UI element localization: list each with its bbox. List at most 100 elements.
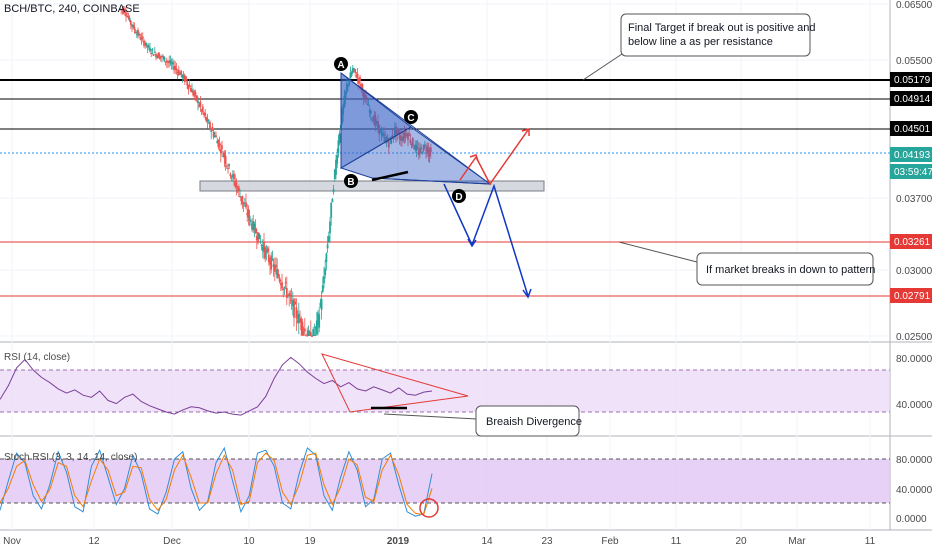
candle-body [239, 195, 241, 197]
time-tick-label: Nov [3, 536, 21, 547]
candle-body [219, 149, 222, 154]
candle-body [331, 199, 334, 203]
candle-body [399, 135, 402, 141]
candle-body [306, 335, 309, 337]
candle-body [248, 215, 251, 221]
rsi-triangle[interactable] [321, 353, 469, 413]
callout-text: Breaish Divergence [486, 416, 582, 428]
point-a-marker[interactable]: A [334, 57, 348, 71]
stoch-tick-label: 80.0000 [896, 455, 932, 466]
candle-body [284, 282, 287, 284]
candle-body [156, 55, 159, 58]
candle-body [121, 8, 124, 11]
candle-body [193, 91, 196, 96]
breakdown-callout[interactable]: If market breaks in down to pattern [618, 241, 875, 286]
candle-body [183, 75, 186, 82]
candle-body [335, 159, 337, 175]
candle-body [197, 100, 199, 104]
candle-body [138, 33, 141, 36]
price-tag[interactable] [890, 147, 932, 162]
pattern-line-ab [340, 72, 491, 185]
final-target-callout[interactable]: Final Target if break out is positive an… [582, 13, 816, 81]
point-d-marker[interactable]: D [452, 189, 466, 203]
candle-body [264, 247, 267, 259]
stoch-highlight-circle[interactable] [419, 498, 439, 518]
time-tick-label: 11 [865, 536, 876, 547]
candle-body [240, 196, 243, 202]
point-b-label: B [347, 177, 354, 188]
candle-body [293, 299, 295, 318]
candle-body [300, 318, 303, 331]
candle-body [270, 255, 273, 270]
candle-body [147, 46, 150, 48]
candle-body [234, 181, 237, 187]
candle-body [359, 77, 361, 81]
candle-body [411, 137, 414, 147]
candle-body [209, 122, 211, 129]
time-axis[interactable]: Nov 12 Dec 10 19 2019 14 23 Feb 11 20 Mar 11 [3, 536, 876, 547]
price-axis[interactable]: 0.06500 0.05500 0.03700 0.03000 0.02500 0.051… [890, 0, 932, 525]
candle-body [415, 145, 418, 151]
stoch-rsi-series [0, 446, 433, 517]
support-zone[interactable] [199, 180, 545, 192]
candle-body [180, 70, 183, 76]
candle-body [413, 148, 415, 150]
candle-body [218, 144, 221, 146]
candle-body [307, 330, 310, 336]
candle-body [249, 220, 252, 222]
candle-body [269, 260, 271, 265]
point-b-marker[interactable]: B [344, 174, 358, 188]
price-tag[interactable] [890, 121, 932, 136]
candle-body [165, 60, 168, 63]
price-tag[interactable] [890, 72, 932, 87]
point-c-marker[interactable]: C [404, 110, 418, 124]
candle-body [355, 76, 358, 78]
divergence-callout[interactable]: Breaish Divergence [383, 405, 582, 437]
callout-pointer [582, 53, 623, 81]
candle-body [398, 135, 401, 140]
candle-body [195, 95, 198, 101]
candle-body [387, 142, 390, 148]
candle-body [171, 61, 174, 65]
candle-body [297, 313, 300, 324]
candle-body [259, 241, 262, 243]
horizontal-levels [0, 79, 890, 297]
price-tag-label: 0.05179 [894, 75, 931, 86]
candle-body [237, 186, 240, 191]
candle-body [225, 165, 228, 167]
candle-body [337, 140, 340, 153]
candle-body [422, 145, 425, 151]
candle-body [421, 152, 424, 155]
candle-body [390, 137, 393, 144]
stoch-tick-label: 0.0000 [896, 514, 927, 525]
time-tick-label: 23 [541, 536, 553, 547]
candle-body [153, 51, 156, 53]
price-tag[interactable] [890, 234, 932, 249]
candle-body [302, 332, 305, 334]
candle-body [181, 75, 184, 78]
time-tick-label: 20 [735, 536, 747, 547]
candle-body [350, 72, 353, 77]
candle-body [278, 277, 281, 282]
candle-body [314, 327, 317, 329]
candle-body [233, 173, 235, 179]
candle-body [231, 174, 234, 178]
candle-body [229, 173, 232, 176]
candle-body [285, 287, 288, 298]
price-tag[interactable] [890, 91, 932, 106]
time-tick-label: 10 [243, 536, 255, 547]
candle-body [299, 319, 301, 322]
point-d-badge [452, 189, 466, 203]
price-tag[interactable] [890, 288, 932, 303]
candle-body [356, 73, 359, 78]
candle-body [144, 44, 147, 46]
price-tag-label: 0.04914 [894, 94, 931, 105]
candle-body [419, 148, 421, 153]
callout-text-line-1: Final Target if break out is positive an… [628, 22, 816, 34]
candle-body [157, 53, 160, 58]
rsi-label: RSI (14, close) [4, 352, 70, 363]
price-tag[interactable] [890, 164, 932, 179]
candle-body [279, 282, 282, 285]
candle-body [258, 233, 261, 240]
